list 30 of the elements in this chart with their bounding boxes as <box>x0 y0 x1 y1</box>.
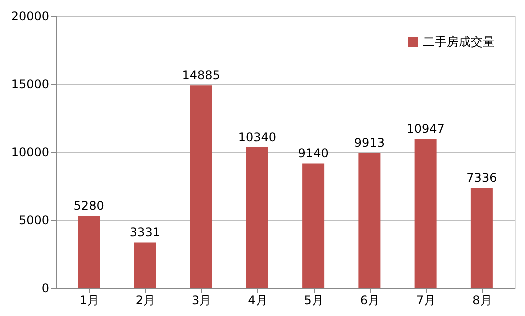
data-label: 3331 <box>130 226 160 240</box>
bar <box>414 139 437 288</box>
y-tick-label: 20000 <box>11 10 50 24</box>
x-tick-label: 8月 <box>472 294 492 308</box>
bar <box>190 86 212 288</box>
data-label: 9913 <box>354 136 385 150</box>
bar <box>302 164 325 288</box>
y-tick-label: 0 <box>42 282 50 296</box>
x-tick-label: 3月 <box>192 294 212 308</box>
x-tick-label: 1月 <box>80 294 100 308</box>
bar <box>134 242 156 288</box>
y-tick-label: 15000 <box>11 78 50 92</box>
data-label: 14885 <box>182 68 220 83</box>
data-label: 9140 <box>298 146 329 161</box>
data-label: 10340 <box>238 130 277 144</box>
bar <box>78 216 100 288</box>
data-label: 7336 <box>466 171 498 186</box>
bar <box>470 188 493 288</box>
data-label: 5280 <box>74 199 104 214</box>
legend-label: 二手房成交量 <box>423 35 495 49</box>
x-tick-label: 5月 <box>304 294 324 308</box>
x-tick-label: 2月 <box>136 294 156 308</box>
bar <box>358 153 381 288</box>
x-tick-label: 4月 <box>248 294 268 308</box>
y-tick-label: 10000 <box>11 146 50 160</box>
data-label: 10947 <box>406 122 445 136</box>
y-tick-label: 5000 <box>18 214 50 228</box>
x-tick-label: 6月 <box>360 294 380 308</box>
x-tick-label: 7月 <box>416 294 436 308</box>
bar <box>246 147 268 288</box>
